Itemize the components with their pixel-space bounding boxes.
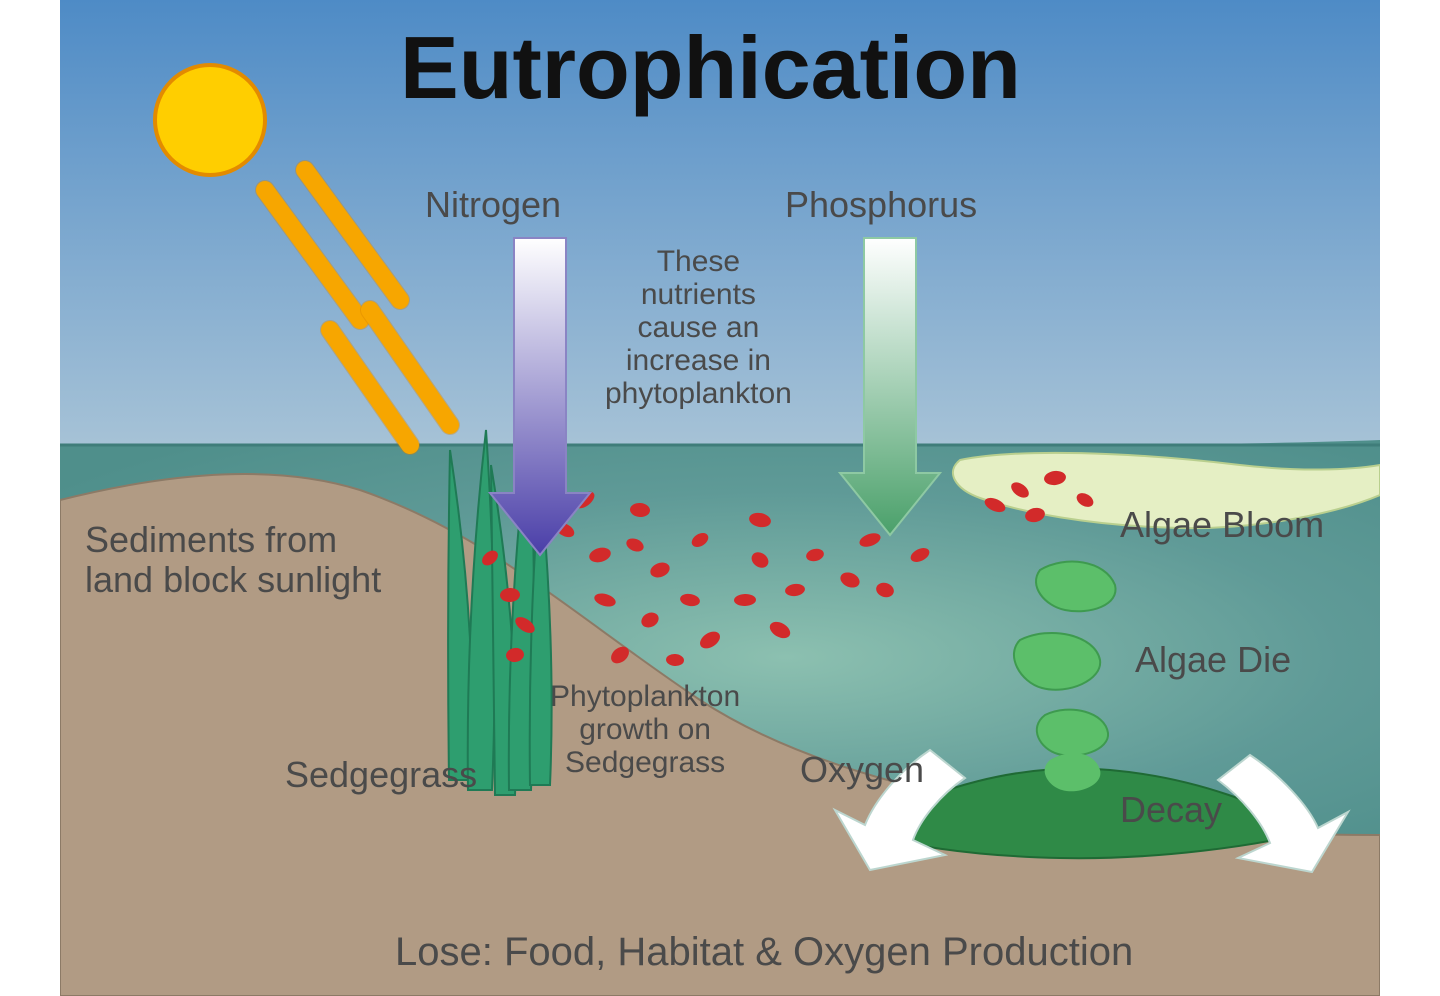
decay-label: Decay <box>1120 790 1222 830</box>
algae-die-label: Algae Die <box>1135 640 1291 680</box>
algae-bloom-label: Algae Bloom <box>1120 505 1324 545</box>
phytoplankton-growth-label: Phytoplanktongrowth onSedgegrass <box>550 680 740 779</box>
diagram-stage: Eutrophication Nitrogen Phosphorus These… <box>0 0 1440 996</box>
scene-svg <box>60 0 1380 996</box>
oxygen-label: Oxygen <box>800 750 924 790</box>
sedgegrass-label: Sedgegrass <box>285 755 477 795</box>
bottom-caption: Lose: Food, Habitat & Oxygen Production <box>395 930 1133 974</box>
sun-icon <box>155 65 265 175</box>
nitrogen-label: Nitrogen <box>425 185 561 225</box>
phosphorus-label: Phosphorus <box>785 185 977 225</box>
sediments-label: Sediments fromland block sunlight <box>85 520 381 599</box>
diagram-title: Eutrophication <box>400 20 1021 117</box>
nutrients-note-label: Thesenutrientscause anincrease inphytopl… <box>605 245 792 410</box>
